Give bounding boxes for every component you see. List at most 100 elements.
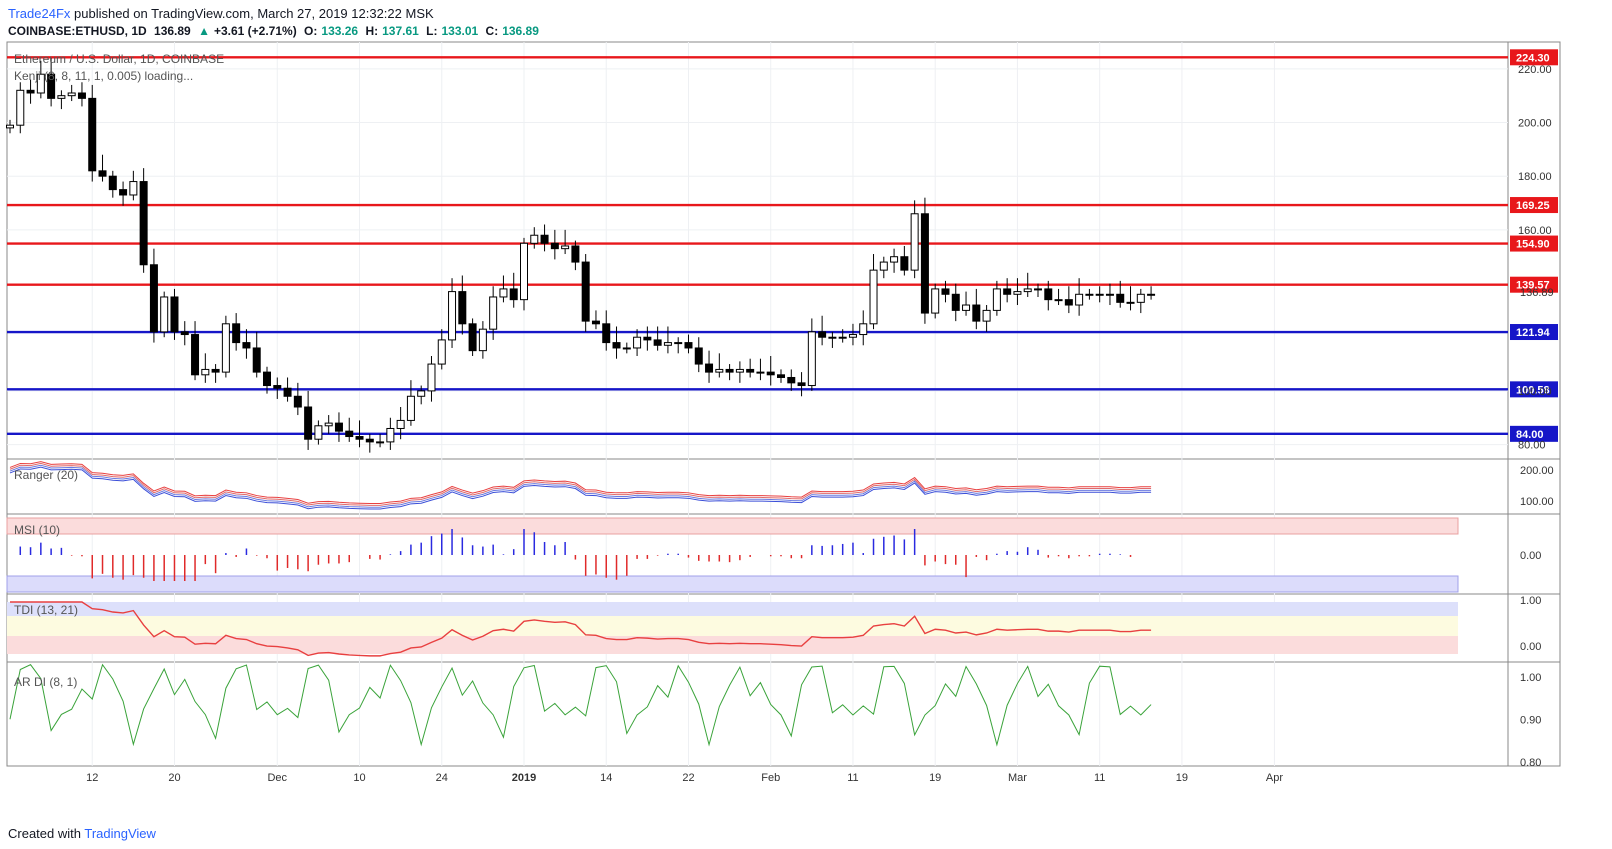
tdi-tick: 1.00: [1520, 595, 1541, 607]
candle-body: [139, 181, 148, 266]
candle-body: [797, 382, 806, 387]
candle-body: [715, 368, 724, 373]
ranger-band: [9, 462, 1152, 506]
candle-body: [1044, 288, 1053, 301]
time-tick: 24: [436, 772, 448, 784]
time-tick: 19: [1176, 772, 1188, 784]
candle-body: [746, 368, 755, 373]
candle-body: [972, 304, 981, 322]
candle-body: [6, 124, 14, 129]
time-tick: 12: [86, 772, 98, 784]
candle-body: [458, 291, 467, 325]
time-tick: Apr: [1266, 772, 1283, 784]
symbol-name[interactable]: COINBASE:ETHUSD, 1D: [8, 24, 147, 38]
candle-body: [1023, 288, 1032, 293]
candle-body: [211, 368, 220, 373]
ardi-tick: 1.00: [1520, 672, 1541, 684]
candle-body: [890, 256, 899, 263]
time-tick: 14: [600, 772, 612, 784]
ohlc-open: 133.26: [321, 24, 359, 38]
candle-body: [1034, 288, 1042, 291]
candle-body: [1126, 301, 1135, 304]
candle-body: [859, 323, 868, 336]
candle-body: [869, 269, 878, 325]
tdi-upper-zone: [7, 602, 1458, 616]
candle-body: [581, 261, 590, 322]
candle-body: [67, 92, 76, 97]
time-tick: 2019: [512, 772, 536, 784]
candle-body: [1075, 293, 1084, 306]
candle-body: [355, 436, 364, 440]
candle-body: [324, 422, 333, 427]
ohlc-high-label: H:: [365, 24, 379, 38]
publish-info: Trade24Fx published on TradingView.com, …: [8, 6, 434, 21]
candle-body: [828, 336, 837, 339]
footer: Created with TradingView: [8, 826, 156, 841]
ranger-tick: 200.00: [1520, 465, 1554, 477]
candle-body: [448, 291, 457, 341]
candle-body: [1136, 293, 1145, 303]
candle-body: [1013, 291, 1022, 295]
ohlc-close-label: C:: [485, 24, 499, 38]
candle-body: [622, 347, 631, 350]
msi-tick: 0.00: [1520, 550, 1541, 562]
candle-body: [756, 371, 765, 374]
candle-body: [540, 234, 549, 244]
tdi-label: TDI (13, 21): [14, 603, 78, 617]
candle-body: [273, 385, 282, 389]
candle-body: [735, 368, 744, 373]
candle-body: [263, 371, 271, 387]
candle-body: [26, 89, 35, 94]
symbol-bar: COINBASE:ETHUSD, 1D 136.89 ▲ +3.61 (+2.71…: [8, 24, 543, 38]
indicator-panes: Ranger (20) MSI (10) TDI (13, 21) AR DI (8,…: [6, 461, 1459, 747]
candle-body: [684, 342, 693, 349]
candle-body: [663, 342, 672, 346]
candle-body: [345, 430, 354, 438]
price-tick: 160.00: [1518, 225, 1552, 237]
time-tick: Dec: [267, 772, 287, 784]
ranger-band: [9, 466, 1152, 510]
candle-body: [427, 363, 436, 392]
candle-body: [36, 73, 45, 94]
time-tick: 22: [682, 772, 694, 784]
tradingview-logo[interactable]: TradingView: [84, 826, 156, 841]
candle-body: [386, 427, 395, 443]
level-tag: [1510, 276, 1558, 293]
candle-body: [550, 242, 559, 250]
level-label: 121.94: [1516, 327, 1551, 339]
candles: [6, 58, 1156, 453]
candle-body: [304, 406, 313, 440]
time-tick: 10: [353, 772, 365, 784]
level-lines: [7, 56, 1508, 436]
level-tag: [1510, 49, 1558, 66]
candle-body: [1085, 293, 1094, 296]
candle-body: [252, 347, 261, 373]
publisher-link[interactable]: Trade24Fx: [8, 6, 71, 21]
ardi-line: [9, 663, 1152, 747]
msi-label: MSI (10): [14, 523, 60, 537]
candle-body: [787, 376, 796, 384]
tdi-line: [10, 601, 1152, 657]
candle-body: [900, 256, 909, 271]
candle-body: [643, 336, 652, 341]
chart-border: [6, 41, 1561, 767]
candle-body: [129, 181, 138, 196]
created-with-text: Created with: [8, 826, 81, 841]
candle-body: [201, 368, 210, 376]
candle-body: [725, 368, 734, 373]
level-label: 84.00: [1516, 429, 1544, 441]
candle-body: [1116, 293, 1125, 303]
indicator-note: Kenji (8, 8, 11, 1, 0.005) loading...: [14, 69, 193, 83]
candle-body: [777, 374, 785, 378]
last-price-tick: 136.89: [1520, 287, 1554, 299]
candle-body: [478, 328, 487, 352]
ranger-label: Ranger (20): [14, 468, 78, 482]
tdi-lower-zone: [7, 636, 1458, 654]
time-tick: 11: [847, 772, 858, 784]
candle-body: [509, 288, 518, 301]
publish-text: published on TradingView.com, March 27, …: [70, 6, 434, 21]
candle-body: [334, 422, 343, 432]
candle-body: [417, 390, 426, 397]
ohlc-low: 133.01: [441, 24, 479, 38]
